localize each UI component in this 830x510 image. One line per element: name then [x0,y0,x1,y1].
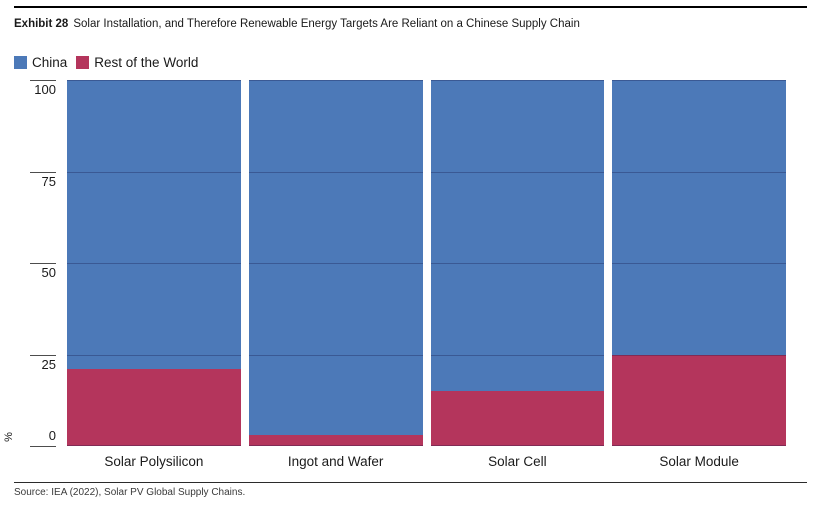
category-label-solar-module: Solar Module [659,454,739,469]
category-labels: Solar Polysilicon Ingot and Wafer Solar Ce… [67,454,786,469]
china-swatch-icon [14,56,27,69]
segment-china-ingot-and-wafer [248,80,423,436]
gridline-0 [612,445,786,446]
segment-rest-of-the-world-solar-cell [430,391,605,446]
gridline-75 [612,171,786,173]
gridline-25 [430,354,605,356]
gridline-100 [430,80,605,81]
gridline-75 [248,171,423,173]
bar-solar-cell [430,80,605,446]
y-tick-label-100: 100 [34,82,56,97]
y-tick-25 [30,354,56,356]
title-text: Solar Installation, and Therefore Renewa… [73,18,580,30]
bar-ingot-and-wafer [248,80,423,446]
gridline-0 [67,445,241,446]
gridline-100 [248,80,423,81]
gridline-50 [67,263,241,264]
category-label-ingot-and-wafer: Ingot and Wafer [287,454,384,469]
bottom-rule [14,482,807,483]
gridline-75 [67,171,241,173]
segment-rest-of-the-world-solar-module [612,354,786,446]
source-note: Source: IEA (2022), Solar PV Global Supp… [14,487,246,498]
legend-item-rest-of-world: Rest of the World [76,55,198,70]
segment-china-solar-polysilicon [67,80,241,370]
legend-label-china: China [32,55,68,70]
y-tick-75 [30,171,56,173]
y-tick-50 [30,263,56,264]
exhibit-label: Exhibit 28 [14,18,69,30]
gridline-50 [248,263,423,264]
y-tick-0 [30,446,56,447]
y-tick-label-75: 75 [41,173,56,189]
legend-item-china: China [14,55,67,70]
gridline-75 [430,171,605,173]
gridline-25 [67,354,241,356]
rest-of-world-swatch-icon [76,56,90,69]
y-tick-label-50: 50 [41,265,56,280]
segment-rest-of-the-world-ingot-and-wafer [248,435,423,446]
bar-solar-polysilicon [67,80,241,446]
gridline-50 [612,263,786,264]
y-tick-label-0: 0 [48,428,56,443]
gridline-0 [430,445,605,446]
y-tick-100 [30,80,56,81]
category-label-solar-polysilicon: Solar Polysilicon [104,454,204,469]
segment-rest-of-the-world-solar-polysilicon [67,369,241,446]
segment-china-solar-cell [430,80,605,392]
legend-label-rest-of-world: Rest of the World [94,55,199,70]
gridline-0 [248,445,423,446]
top-rule [14,6,807,8]
category-label-solar-cell: Solar Cell [488,454,547,469]
gridline-25 [248,354,423,356]
gridline-25 [612,354,786,356]
gridline-50 [430,263,605,264]
gridline-100 [67,80,241,81]
y-tick-label-25: 25 [41,356,56,372]
chart-title: Exhibit 28 Solar Installation, and Theref… [14,17,580,31]
segment-china-solar-module [612,80,786,355]
bar-solar-module [612,80,786,446]
plot-area [67,80,786,446]
legend: China Rest of the World [14,55,207,70]
gridline-100 [612,80,786,81]
